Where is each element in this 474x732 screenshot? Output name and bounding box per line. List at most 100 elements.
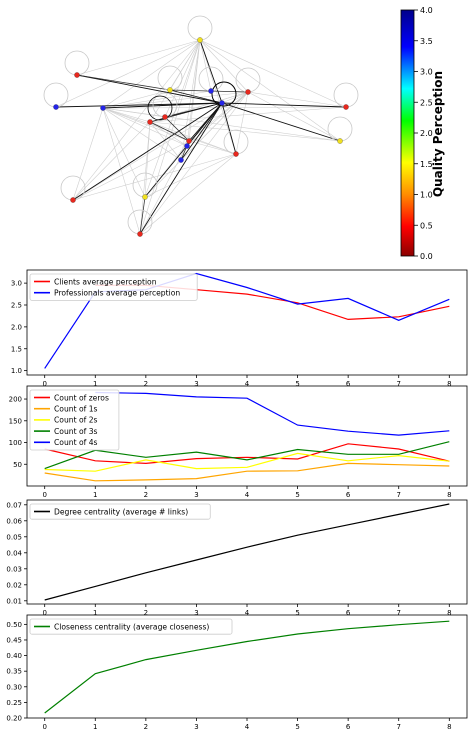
x-tick-label: 5 <box>295 609 299 617</box>
y-tick-label: 1.5 <box>11 345 22 353</box>
network-self-loop <box>60 175 86 201</box>
legend-label: Degree centrality (average # links) <box>54 507 188 516</box>
network-edge-faint <box>102 107 146 198</box>
network-edge <box>76 74 171 91</box>
x-tick-label: 8 <box>447 380 451 388</box>
x-tick-label: 4 <box>245 609 250 617</box>
y-tick-label: 0.01 <box>6 597 22 605</box>
network-edge-faint <box>235 91 249 155</box>
y-tick-label: 0.35 <box>6 668 22 676</box>
x-tick-label: 0 <box>42 609 46 617</box>
network-node <box>74 72 80 78</box>
legend-label: Closeness centrality (average closeness) <box>54 622 209 631</box>
network-node <box>100 105 106 111</box>
legend-label: Professionals average perception <box>54 289 180 298</box>
y-tick-label: 0.30 <box>6 683 22 691</box>
network-edge <box>139 102 223 235</box>
y-tick-label: 0.02 <box>6 581 22 589</box>
x-tick-label: 3 <box>194 723 198 731</box>
y-tick-label: 0.05 <box>6 533 22 541</box>
x-tick-label: 2 <box>144 380 148 388</box>
colorbar-tick-label: 0.0 <box>420 252 433 261</box>
x-tick-label: 8 <box>447 723 451 731</box>
x-tick-label: 4 <box>245 723 250 731</box>
x-tick-label: 0 <box>42 723 46 731</box>
network-graph <box>43 15 359 237</box>
legend-box <box>29 618 233 635</box>
network-edge-faint <box>144 153 237 198</box>
network-node <box>53 104 59 110</box>
network-edge-faint <box>199 39 237 155</box>
series-line <box>44 503 450 601</box>
legend-label: Count of 3s <box>54 427 98 436</box>
network-node <box>197 37 203 43</box>
network-node <box>233 151 239 157</box>
legend-label: Count of 4s <box>54 438 98 447</box>
x-tick-label: 3 <box>194 380 198 388</box>
network-node <box>184 143 190 149</box>
x-tick-label: 8 <box>447 491 451 499</box>
network-edge <box>180 102 223 161</box>
y-tick-label: 0.45 <box>6 636 22 644</box>
y-tick-label: 3.0 <box>11 280 22 288</box>
network-node <box>186 138 192 144</box>
legend-box <box>29 503 211 520</box>
legend-box <box>29 273 198 301</box>
network-edge <box>55 102 223 108</box>
network-edge <box>72 102 223 201</box>
colorbar-tick-label: 2.5 <box>420 98 433 107</box>
network-edge <box>144 102 223 198</box>
network-edge <box>76 74 223 104</box>
x-tick-label: 5 <box>295 491 299 499</box>
y-tick-label: 0.50 <box>6 621 22 629</box>
series-line <box>44 462 450 482</box>
network-edge <box>199 39 223 104</box>
y-tick-label: 0.20 <box>6 715 22 723</box>
y-tick-label: 0.03 <box>6 565 22 573</box>
y-tick-label: 2.0 <box>11 323 22 331</box>
network-edge-faint <box>149 39 201 123</box>
network-node <box>70 197 76 203</box>
chart-panel-3: 0 1 2 3 4 5 6 7 8 0.01 0.02 0.03 0.04 0.05 0.06 0.07 Deg… <box>6 499 468 617</box>
network-self-loop <box>223 129 249 155</box>
line-charts: 0 1 2 3 4 5 6 7 8 1.0 1.5 2.0 2.5 3.0 Clients average … <box>6 269 468 731</box>
y-tick-label: 0.25 <box>6 699 22 707</box>
network-self-loop <box>235 67 261 93</box>
x-tick-label: 7 <box>396 380 400 388</box>
network-node <box>167 87 173 93</box>
network-edge-faint <box>247 91 347 108</box>
network-edge-faint <box>72 107 104 201</box>
colorbar-tick-label: 4.0 <box>420 6 433 15</box>
x-tick-label: 5 <box>295 723 299 731</box>
network-self-loop <box>333 82 359 108</box>
legend-label: Clients average perception <box>54 277 157 286</box>
network-self-loop <box>327 116 353 142</box>
network-edge-faint <box>72 121 151 201</box>
x-tick-label: 1 <box>93 609 97 617</box>
network-node <box>245 89 251 95</box>
network-self-loop <box>127 209 153 235</box>
network-node <box>343 104 349 110</box>
x-tick-label: 6 <box>346 491 351 499</box>
network-edge-faint <box>199 39 347 108</box>
network-node <box>147 119 153 125</box>
network-edge-faint <box>102 106 347 109</box>
legend-label: Count of 1s <box>54 405 98 414</box>
x-tick-label: 6 <box>346 609 351 617</box>
network-edge-faint <box>102 39 201 109</box>
y-tick-label: 200 <box>9 396 22 404</box>
x-tick-label: 1 <box>93 491 97 499</box>
network-edge-faint <box>247 91 341 142</box>
network-edge-faint <box>149 106 347 123</box>
y-tick-label: 50 <box>13 461 22 469</box>
y-tick-label: 0.07 <box>6 501 22 509</box>
network-edge <box>221 102 237 155</box>
network-node <box>219 100 225 106</box>
colorbar-tick-label: 3.0 <box>420 68 433 77</box>
colorbar-tick-label: 1.0 <box>420 191 433 200</box>
x-tick-label: 0 <box>42 380 46 388</box>
x-tick-label: 6 <box>346 380 351 388</box>
network-self-loop <box>147 95 173 121</box>
network-edge-faint <box>72 39 201 201</box>
network-edge-faint <box>102 107 341 142</box>
